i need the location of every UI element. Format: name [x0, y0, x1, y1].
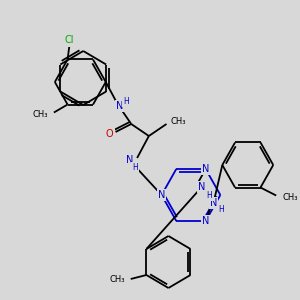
Text: N: N — [116, 101, 123, 111]
Text: CH₃: CH₃ — [109, 275, 125, 284]
Text: H: H — [132, 164, 138, 172]
Text: H: H — [218, 206, 224, 214]
Text: N: N — [202, 164, 209, 174]
Text: N: N — [202, 216, 209, 226]
Text: N: N — [158, 190, 165, 200]
Text: CH₃: CH₃ — [170, 116, 186, 125]
Text: N: N — [198, 182, 206, 192]
Text: CH₃: CH₃ — [32, 110, 48, 119]
Text: H: H — [207, 190, 212, 200]
Text: N: N — [210, 198, 217, 208]
Text: O: O — [106, 129, 113, 139]
Text: CH₃: CH₃ — [282, 193, 298, 202]
Text: N: N — [126, 155, 133, 165]
Text: Cl: Cl — [65, 35, 74, 46]
Text: H: H — [124, 97, 129, 106]
